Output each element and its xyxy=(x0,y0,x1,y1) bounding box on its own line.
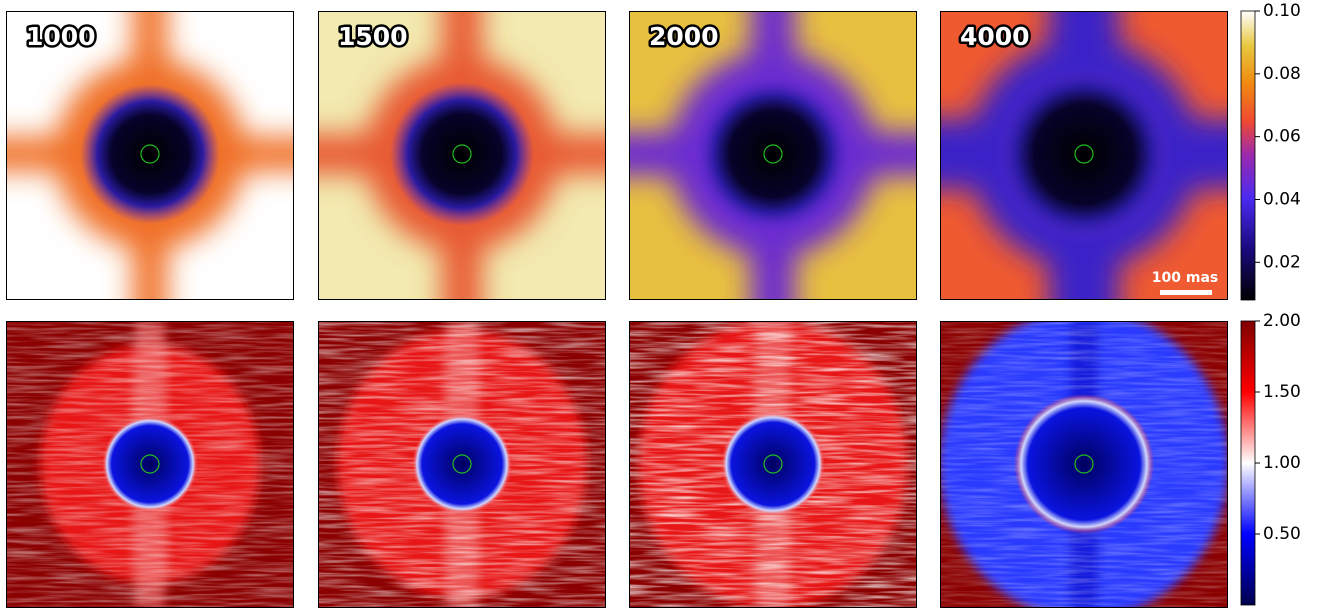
panel-frame xyxy=(318,11,606,300)
colorbar-tick-label: 0.08 xyxy=(1263,64,1301,84)
colorbar xyxy=(1240,320,1256,606)
panel-label: 4000 xyxy=(960,22,1030,51)
panel-label: 1000 xyxy=(26,22,96,51)
core xyxy=(412,414,512,514)
panel-label: 2000 xyxy=(649,22,719,51)
colorbar-tick-label: 0.02 xyxy=(1263,252,1301,272)
image-panel xyxy=(629,321,917,608)
center-marker xyxy=(140,144,160,164)
panels: 1000 1500 2000 4000 100 mas xyxy=(6,11,1228,608)
center-marker xyxy=(1074,454,1094,474)
center-marker xyxy=(763,144,783,164)
colorbar-tick-label: 2.00 xyxy=(1263,311,1301,331)
panel-frame xyxy=(629,11,917,300)
colorbar-tick-label: 0.10 xyxy=(1263,1,1301,21)
image-panel xyxy=(318,321,606,608)
scale-bar-label: 100 mas xyxy=(1152,270,1218,286)
panel-label: 1500 xyxy=(338,22,408,51)
colorbar-tick-label: 1.00 xyxy=(1263,453,1301,473)
panel-frame xyxy=(940,11,1228,300)
colorbar-tick-label: 0.06 xyxy=(1263,127,1301,147)
colorbar-tick-label: 0.04 xyxy=(1263,189,1301,209)
colorbar xyxy=(1240,10,1256,301)
panel-frame xyxy=(6,11,294,300)
center-marker xyxy=(763,454,783,474)
center-marker xyxy=(452,144,472,164)
center-marker xyxy=(1074,144,1094,164)
image-panel xyxy=(940,11,1228,300)
core xyxy=(994,64,1174,244)
core xyxy=(102,416,198,512)
colorbars: 0.02 0.04 0.06 0.08 0.10 0.50 1.00 1.50 2.00 xyxy=(1240,1,1301,606)
core xyxy=(695,76,851,232)
image-panel xyxy=(318,11,606,300)
image-panel xyxy=(940,321,1228,608)
colorbar-tick-label: 1.50 xyxy=(1263,382,1301,402)
core xyxy=(80,84,220,224)
colorbar-tick-label: 0.50 xyxy=(1263,524,1301,544)
core xyxy=(390,82,534,226)
image-panel xyxy=(629,11,917,300)
center-marker xyxy=(452,454,472,474)
core xyxy=(721,412,825,516)
image-panel xyxy=(6,11,294,300)
core xyxy=(1014,394,1154,534)
center-marker xyxy=(140,454,160,474)
scale-bar xyxy=(1160,290,1212,295)
image-panel xyxy=(6,321,294,608)
